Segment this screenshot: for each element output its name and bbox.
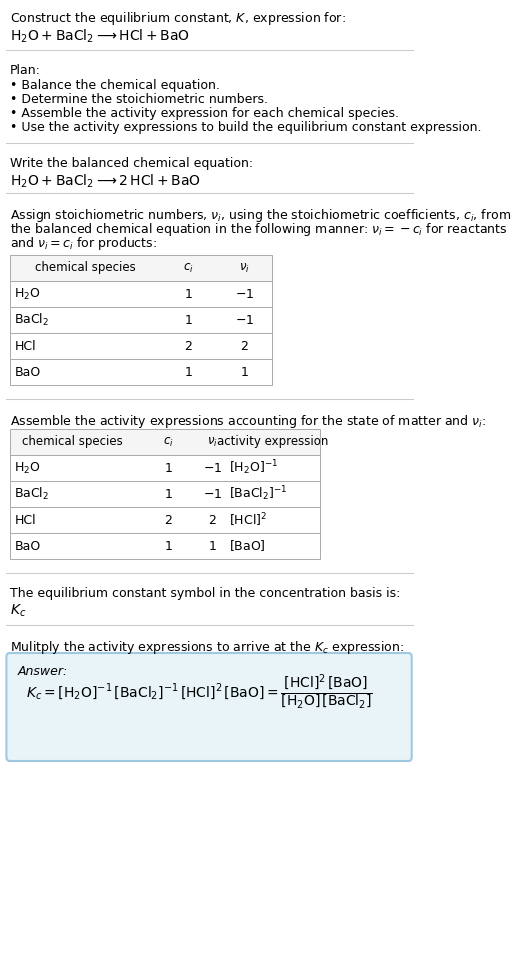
Text: $\mathrm{H_2O}$: $\mathrm{H_2O}$ bbox=[15, 460, 41, 476]
Text: $[\mathrm{BaO}]$: $[\mathrm{BaO}]$ bbox=[229, 539, 266, 554]
Text: 2: 2 bbox=[184, 339, 192, 352]
Text: • Assemble the activity expression for each chemical species.: • Assemble the activity expression for e… bbox=[9, 107, 399, 120]
Text: $K_c = [\mathrm{H_2O}]^{-1}\,[\mathrm{BaCl_2}]^{-1}\,[\mathrm{HCl}]^2\,[\mathrm{: $K_c = [\mathrm{H_2O}]^{-1}\,[\mathrm{Ba… bbox=[26, 672, 373, 711]
Bar bbox=[9, 429, 320, 455]
Text: HCl: HCl bbox=[15, 514, 36, 526]
Text: $\mathrm{H_2O}$: $\mathrm{H_2O}$ bbox=[15, 286, 41, 302]
Text: • Determine the stoichiometric numbers.: • Determine the stoichiometric numbers. bbox=[9, 93, 268, 106]
Text: the balanced chemical equation in the following manner: $\nu_i = -c_i$ for react: the balanced chemical equation in the fo… bbox=[9, 221, 507, 238]
Text: $\mathrm{BaCl_2}$: $\mathrm{BaCl_2}$ bbox=[15, 486, 50, 502]
Text: $\mathrm{H_2O + BaCl_2 \longrightarrow 2\,HCl + BaO}$: $\mathrm{H_2O + BaCl_2 \longrightarrow 2… bbox=[9, 173, 201, 190]
Text: $-1$: $-1$ bbox=[235, 313, 254, 327]
Text: Mulitply the activity expressions to arrive at the $K_c$ expression:: Mulitply the activity expressions to arr… bbox=[9, 639, 404, 656]
Text: Answer:: Answer: bbox=[18, 665, 68, 678]
Text: $K_c$: $K_c$ bbox=[9, 603, 26, 620]
Text: $\nu_i$: $\nu_i$ bbox=[207, 435, 217, 449]
Text: and $\nu_i = c_i$ for products:: and $\nu_i = c_i$ for products: bbox=[9, 235, 157, 252]
Text: $\mathrm{H_2O + BaCl_2 \longrightarrow HCl + BaO}$: $\mathrm{H_2O + BaCl_2 \longrightarrow H… bbox=[9, 28, 190, 46]
Text: Plan:: Plan: bbox=[9, 64, 40, 77]
Bar bbox=[9, 533, 320, 559]
Bar bbox=[9, 307, 272, 333]
Text: 1: 1 bbox=[165, 461, 172, 475]
Text: 1: 1 bbox=[184, 313, 192, 327]
Text: $\mathrm{BaCl_2}$: $\mathrm{BaCl_2}$ bbox=[15, 312, 50, 329]
Text: $c_i$: $c_i$ bbox=[183, 262, 193, 274]
Text: 1: 1 bbox=[184, 287, 192, 301]
Text: chemical species: chemical species bbox=[21, 435, 123, 449]
Text: Write the balanced chemical equation:: Write the balanced chemical equation: bbox=[9, 157, 253, 170]
Bar bbox=[9, 333, 272, 359]
Text: 1: 1 bbox=[165, 487, 172, 500]
Text: 2: 2 bbox=[165, 514, 172, 526]
Text: HCl: HCl bbox=[15, 339, 36, 352]
Text: BaO: BaO bbox=[15, 366, 41, 378]
Text: activity expression: activity expression bbox=[216, 435, 328, 449]
Text: $-1$: $-1$ bbox=[203, 487, 222, 500]
Text: $[\mathrm{BaCl_2}]^{-1}$: $[\mathrm{BaCl_2}]^{-1}$ bbox=[229, 484, 288, 503]
Bar bbox=[9, 359, 272, 385]
Text: BaO: BaO bbox=[15, 540, 41, 553]
Text: Assign stoichiometric numbers, $\nu_i$, using the stoichiometric coefficients, $: Assign stoichiometric numbers, $\nu_i$, … bbox=[9, 207, 511, 224]
Bar bbox=[9, 507, 320, 533]
Text: • Balance the chemical equation.: • Balance the chemical equation. bbox=[9, 79, 220, 92]
Text: $[\mathrm{HCl}]^2$: $[\mathrm{HCl}]^2$ bbox=[229, 511, 267, 529]
Text: 1: 1 bbox=[184, 366, 192, 378]
Bar bbox=[9, 281, 272, 307]
Text: chemical species: chemical species bbox=[35, 262, 135, 274]
Text: 2: 2 bbox=[241, 339, 248, 352]
Text: $[\mathrm{H_2O}]^{-1}$: $[\mathrm{H_2O}]^{-1}$ bbox=[229, 458, 278, 478]
FancyBboxPatch shape bbox=[6, 653, 412, 761]
Text: $\nu_i$: $\nu_i$ bbox=[239, 262, 250, 274]
Text: 1: 1 bbox=[165, 540, 172, 553]
Text: • Use the activity expressions to build the equilibrium constant expression.: • Use the activity expressions to build … bbox=[9, 121, 481, 134]
Text: $-1$: $-1$ bbox=[203, 461, 222, 475]
Text: The equilibrium constant symbol in the concentration basis is:: The equilibrium constant symbol in the c… bbox=[9, 587, 400, 600]
Text: 1: 1 bbox=[241, 366, 248, 378]
Text: $-1$: $-1$ bbox=[235, 287, 254, 301]
Bar bbox=[9, 255, 272, 281]
Text: Construct the equilibrium constant, $K$, expression for:: Construct the equilibrium constant, $K$,… bbox=[9, 10, 345, 27]
Bar bbox=[9, 481, 320, 507]
Text: 1: 1 bbox=[209, 540, 216, 553]
Text: $c_i$: $c_i$ bbox=[163, 435, 173, 449]
Text: Assemble the activity expressions accounting for the state of matter and $\nu_i$: Assemble the activity expressions accoun… bbox=[9, 413, 486, 430]
Text: 2: 2 bbox=[209, 514, 216, 526]
Bar bbox=[9, 455, 320, 481]
